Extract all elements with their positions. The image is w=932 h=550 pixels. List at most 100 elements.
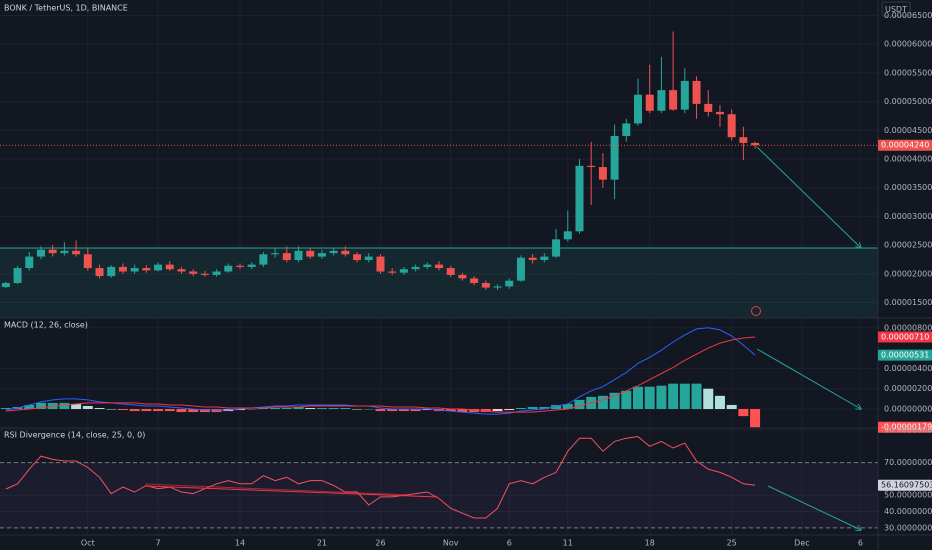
trend-arrow [756,146,861,248]
candle-body [528,257,537,261]
histogram-bar [106,409,117,410]
histogram-bar [703,388,714,410]
histogram-bar [71,403,82,410]
candle-body [200,273,209,275]
candle-body [235,265,244,267]
histogram-bar [141,409,152,412]
grid [0,0,878,535]
histogram-bar [609,392,620,410]
histogram-bar [340,408,351,410]
candle-body [692,80,701,104]
price-badge [878,421,932,433]
candle-body [376,256,385,272]
x-tick-label: Nov [443,539,459,548]
indicator-line [5,327,756,415]
y-tick-label: 0.00006000 [884,40,932,49]
histogram-bar [176,409,187,413]
candle-body [329,250,338,254]
x-tick-label: 25 [727,539,737,548]
histogram-bar [94,408,105,410]
histogram-bar [750,409,761,428]
price-badge-label: 56.16097503 [881,481,932,490]
histogram-bar [246,409,257,410]
histogram-bar [270,408,281,410]
y-tick-label: 0.00006500 [884,11,932,20]
x-tick-label: 21 [317,539,327,548]
candle-body [95,268,104,277]
y-tick-label: 0.00000000 [884,405,932,414]
candle-body [751,142,760,146]
candle-body [680,80,689,110]
candle-body [306,250,315,257]
x-tick-label: 11 [563,539,573,548]
y-tick-label: 0.00003500 [884,183,932,192]
candle-body [364,256,373,261]
histogram-bar [726,404,737,410]
candle-body [60,250,69,254]
price-badge [878,349,932,361]
histogram-bar [375,409,386,412]
histogram-bar [410,409,421,412]
histogram-bar [656,385,667,410]
candle-body [598,167,607,180]
histogram-bar [422,409,433,411]
indicator-line [5,436,756,519]
y-tick-label: 0.00005500 [884,68,932,77]
histogram-bar [24,404,35,410]
candle-body [118,266,127,272]
histogram-bar [258,408,269,410]
histogram-bar [363,409,374,410]
histogram-bar [188,409,199,413]
y-tick-label: 0.00002500 [884,241,932,250]
histogram-bar [305,408,316,410]
candle-body [282,253,291,261]
candle-body [657,90,666,111]
candle-body [458,274,467,279]
y-tick-label: 0.00002000 [884,269,932,278]
candle-body [247,264,256,267]
candle-body [446,268,455,275]
divergence-line [144,483,411,496]
event-icon[interactable] [751,306,761,316]
candle-body [470,278,479,283]
histogram-bar [199,409,210,413]
histogram-bar [644,386,655,410]
x-tick-label: 26 [375,539,385,548]
histogram-bar [387,409,398,412]
histogram-bar [59,402,70,410]
x-tick-label: 6 [507,539,512,548]
candle-body [505,280,514,287]
histogram-bar [117,409,128,411]
histogram-bar [515,408,526,410]
price-badge-label: -0.00000179 [881,423,932,432]
y-tick-label: 0.00005000 [884,97,932,106]
trend-arrow [756,348,861,409]
marks [0,31,878,519]
indicator-title: RSI Divergence (14, close, 25, 0, 0) [4,431,145,440]
candle-body [388,271,397,273]
trend-arrow [767,485,861,530]
candle-body [516,257,525,281]
histogram-bar [445,409,456,412]
candle-body [1,282,10,288]
histogram-bar [153,409,164,412]
candle-body [259,254,268,265]
y-tick-label: 50.00000000 [884,491,932,500]
histogram-bar [691,383,702,410]
price-badge-label: 0.00000710 [881,332,929,341]
histogram-bar [597,395,608,410]
candle-body [13,268,22,283]
histogram-bar [527,406,538,410]
candle-body [25,256,34,269]
candle-body [83,254,92,269]
candle-body [142,268,151,271]
divergence-line [144,485,439,498]
currency-button[interactable] [881,1,911,17]
y-tick-label: 0.00001500 [884,298,932,307]
histogram-bar [738,409,749,417]
y-tick-label: 0.00003000 [884,212,932,221]
currency-label: USDT [885,5,907,14]
x-tick-label: 14 [235,539,245,548]
